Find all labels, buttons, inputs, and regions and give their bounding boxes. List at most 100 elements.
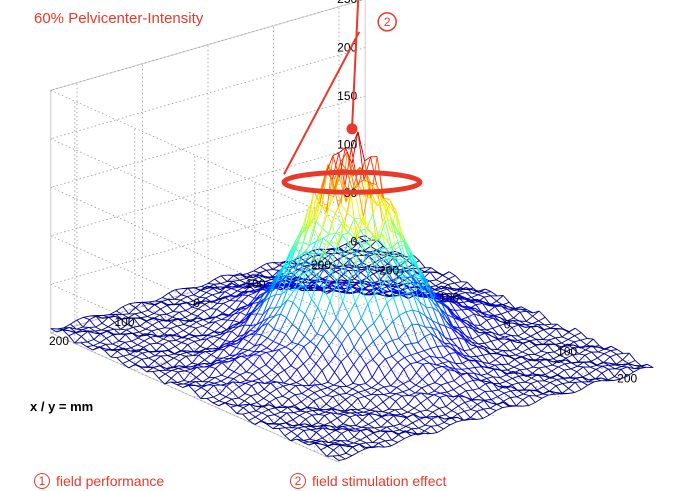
mesh-line <box>271 369 279 375</box>
mesh-line <box>338 458 346 462</box>
mesh-line <box>332 393 340 398</box>
mesh-line <box>289 382 297 385</box>
mesh-line <box>416 278 424 289</box>
mesh-line <box>601 372 609 381</box>
mesh-line <box>486 327 493 331</box>
mesh-line <box>86 345 94 348</box>
mesh-line <box>411 343 418 354</box>
mesh-line <box>482 361 490 365</box>
mesh-line <box>422 272 430 286</box>
mesh-line <box>351 398 359 406</box>
mesh-line <box>240 305 248 310</box>
mesh-line <box>597 351 605 355</box>
mesh-line <box>400 411 408 416</box>
mesh-line <box>360 230 368 243</box>
mesh-line <box>367 256 376 273</box>
mesh-line <box>224 402 232 406</box>
mesh-line <box>154 301 162 306</box>
mesh-line <box>138 331 146 336</box>
mesh-line <box>316 333 324 337</box>
mesh-line <box>110 350 118 358</box>
mesh-line <box>367 323 375 330</box>
mesh-line <box>360 303 369 319</box>
mesh-line <box>467 368 475 374</box>
mesh-line <box>242 338 250 343</box>
mesh-line <box>574 327 582 334</box>
mesh-line <box>483 408 490 416</box>
mesh-line <box>76 319 84 328</box>
mesh-line <box>287 405 295 408</box>
grid-line-z <box>50 235 339 366</box>
mesh-line <box>345 452 353 457</box>
mesh-line <box>524 381 532 384</box>
mesh-line <box>130 344 138 349</box>
mesh-line <box>440 392 447 396</box>
mesh-line <box>338 409 345 412</box>
mesh-line <box>465 335 473 340</box>
mesh-line <box>264 369 273 376</box>
mesh-line <box>182 333 189 338</box>
mesh-line <box>380 302 388 315</box>
grid-line-x <box>74 252 390 344</box>
mesh-line <box>340 361 348 374</box>
mesh-line <box>340 151 348 163</box>
mesh-line <box>170 371 179 379</box>
mesh-line <box>394 257 402 261</box>
mesh-line <box>112 334 120 342</box>
mesh-line <box>263 382 271 390</box>
mesh-line <box>326 449 334 457</box>
mesh-line <box>277 356 286 364</box>
mesh-line <box>249 403 257 412</box>
mesh-line <box>450 343 458 352</box>
mesh-line <box>532 323 539 325</box>
mesh-line <box>498 334 505 338</box>
mesh-line <box>194 341 201 347</box>
mesh-line <box>356 411 364 414</box>
mesh-line <box>255 333 262 336</box>
mesh-line <box>622 352 630 361</box>
mesh-line <box>360 317 368 329</box>
mesh-line <box>252 368 260 374</box>
mesh-line <box>229 295 237 301</box>
mesh-line <box>341 325 349 335</box>
mesh-line <box>341 343 349 356</box>
mesh-line <box>348 243 356 255</box>
mesh-line <box>148 355 156 359</box>
mesh-line <box>472 328 479 337</box>
mesh-line <box>290 377 297 383</box>
mesh-line <box>547 351 554 354</box>
mesh-line <box>377 383 385 388</box>
grid-line-z <box>50 47 366 140</box>
mesh-line <box>272 270 280 277</box>
mesh-line <box>515 399 524 407</box>
mesh-line <box>399 417 407 425</box>
mesh-line <box>249 410 257 414</box>
mesh-line <box>168 289 176 294</box>
mesh-line <box>355 425 362 428</box>
mesh-line <box>267 315 275 324</box>
mesh-line <box>478 395 485 401</box>
mesh-line <box>70 319 78 325</box>
surface-mesh <box>50 131 654 462</box>
mesh-line <box>330 412 338 419</box>
grid-line-z <box>50 0 364 91</box>
mesh-line <box>448 278 455 284</box>
mesh-line <box>417 342 425 351</box>
mesh-line <box>495 303 503 306</box>
mesh-line <box>124 340 132 343</box>
mesh-line <box>336 423 344 428</box>
mesh-line <box>427 394 435 399</box>
mesh-line <box>364 387 372 391</box>
mesh-line <box>516 393 524 398</box>
mesh-line <box>430 348 437 358</box>
mesh-line <box>420 277 428 288</box>
mesh-line <box>414 392 422 397</box>
mesh-line <box>232 381 240 384</box>
mesh-line <box>504 338 511 341</box>
mesh-line <box>136 348 144 351</box>
mesh-line <box>418 324 426 328</box>
mesh-line <box>304 426 311 431</box>
mesh-line <box>243 330 251 338</box>
mesh-line <box>367 303 375 324</box>
mesh-line <box>250 324 257 326</box>
